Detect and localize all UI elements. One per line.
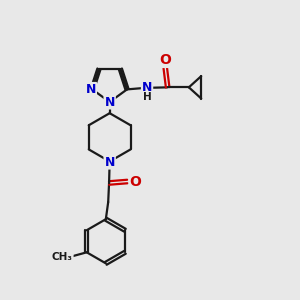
Text: H: H	[143, 92, 152, 102]
Text: O: O	[130, 175, 142, 188]
Text: N: N	[104, 156, 115, 169]
Text: N: N	[142, 81, 152, 94]
Text: CH₃: CH₃	[52, 252, 73, 262]
Text: O: O	[159, 53, 171, 67]
Text: N: N	[104, 95, 115, 109]
Text: N: N	[85, 83, 96, 96]
